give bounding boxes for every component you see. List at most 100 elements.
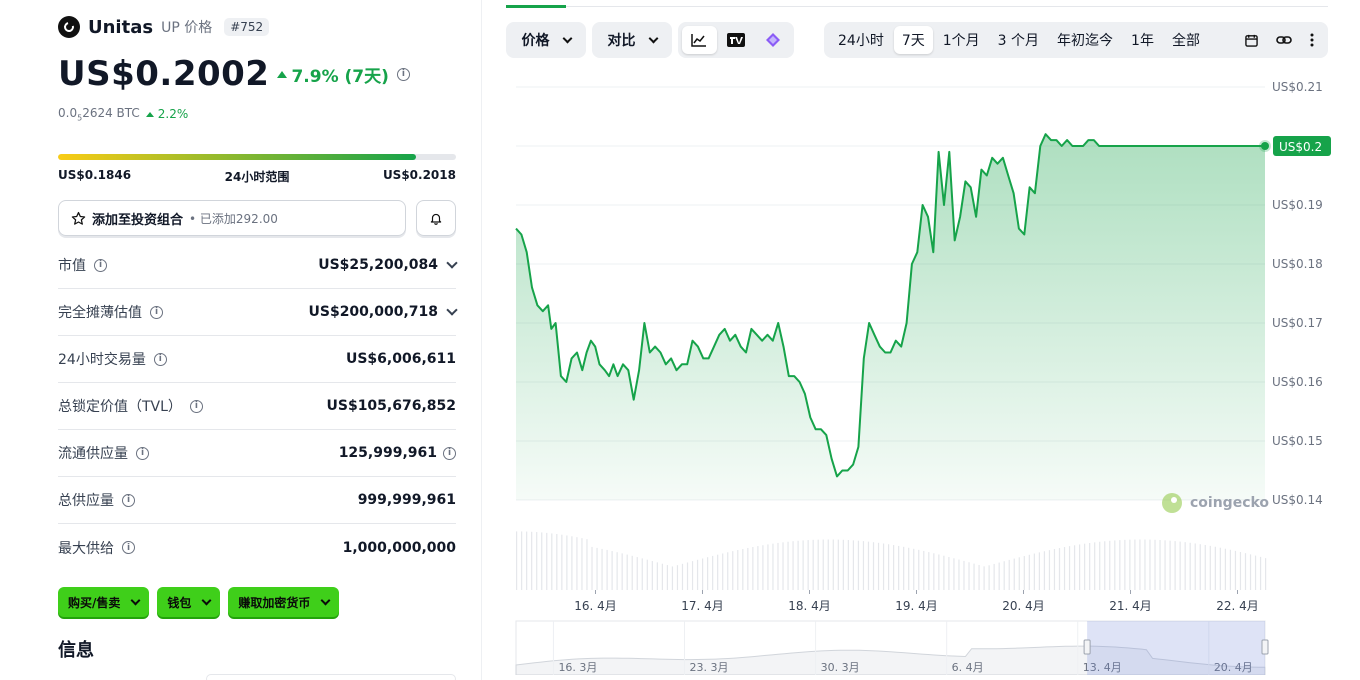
action-dropdown-button[interactable]: 购买/售卖 — [58, 587, 150, 617]
volume-bar — [1013, 558, 1015, 590]
stat-row[interactable]: 完全摊薄估值 i US$200,000,718 — [58, 289, 458, 336]
volume-bar — [893, 545, 895, 590]
x-tick-label: 20. 4月 — [1002, 599, 1045, 613]
calendar-button[interactable] — [1237, 26, 1266, 54]
stats-list: 市值 i US$25,200,084 完全摊薄估值 i US$200,000,718 24小… — [58, 242, 458, 571]
navigator-handle[interactable] — [1083, 639, 1091, 655]
volume-bar — [822, 539, 824, 590]
info-icon[interactable]: i — [136, 446, 149, 460]
volume-bar — [546, 532, 548, 590]
stat-label: 流通供应量 i — [58, 443, 149, 463]
action-dropdown-button[interactable]: 赚取加密货币 — [228, 587, 340, 617]
current-price: US$0.2002 — [58, 54, 270, 94]
navigator-label: 13. 4月 — [1083, 661, 1122, 674]
volume-bar — [1053, 549, 1056, 590]
price-alert-button[interactable] — [416, 200, 456, 236]
volume-bar — [742, 548, 744, 590]
volume-bar — [1204, 544, 1206, 590]
range-label: 24小时范围 — [224, 170, 290, 184]
action-dropdown-button[interactable]: 钱包 — [157, 587, 221, 617]
time-range-option[interactable]: 7天 — [893, 26, 933, 54]
x-tick-label: 21. 4月 — [1109, 599, 1152, 613]
info-icon[interactable]: i — [150, 305, 163, 319]
volume-bar — [707, 557, 709, 590]
more-vertical-icon — [1310, 33, 1314, 47]
volume-bar — [1018, 557, 1020, 590]
line-chart-icon — [691, 34, 707, 47]
navigator-handle[interactable] — [1261, 639, 1269, 655]
compare-dropdown-label: 对比 — [607, 33, 636, 49]
navigator-label: 6. 4月 — [952, 661, 984, 674]
info-icon[interactable]: i — [122, 493, 135, 507]
tradingview-toggle[interactable] — [719, 26, 754, 54]
volume-bar — [973, 563, 975, 590]
volume-bar — [1023, 556, 1025, 590]
chart-toolbar: 价格 对比 24小时 7天 1个月 3 个月 年初迄今 1年 全部 — [506, 22, 1328, 58]
coingecko-watermark: coingecko — [1162, 493, 1269, 513]
stat-value: US$25,200,084 — [318, 257, 458, 273]
ai-insight-toggle[interactable] — [755, 26, 790, 54]
time-range-option[interactable]: 1年 — [1131, 33, 1154, 49]
range-24h-bar — [58, 154, 456, 160]
info-icon[interactable]: i — [443, 446, 456, 460]
time-range-option[interactable]: 全部 — [1171, 33, 1200, 49]
volume-bar — [1239, 551, 1242, 590]
chevron-down-icon[interactable] — [446, 304, 458, 316]
y-tick-label: US$0.14 — [1272, 493, 1323, 507]
volume-bar — [782, 542, 784, 590]
chevron-down-icon — [648, 33, 658, 43]
stat-value: 999,999,961 — [357, 492, 456, 508]
coin-name: Unitas — [88, 16, 154, 38]
chevron-down-icon — [320, 595, 331, 605]
x-tick-label: 17. 4月 — [681, 599, 724, 613]
share-link-button[interactable] — [1268, 26, 1300, 54]
coin-symbol-label: UP 价格 — [161, 20, 213, 36]
volume-bar — [903, 546, 905, 590]
stat-label: 总供应量 i — [58, 490, 135, 510]
volume-bar — [998, 562, 1000, 590]
compare-dropdown[interactable]: 对比 — [592, 22, 672, 58]
more-options-button[interactable] — [1302, 26, 1322, 54]
stat-row: 流通供应量 i 125,999,961 i — [58, 430, 456, 477]
volume-bar — [556, 534, 558, 590]
volume-bar — [701, 558, 704, 590]
navigator-window[interactable] — [1087, 621, 1265, 675]
line-chart-toggle[interactable] — [682, 26, 717, 54]
x-tick-label: 22. 4月 — [1216, 599, 1259, 613]
add-to-portfolio-button[interactable]: 添加至投资组合 • 已添加292.00 — [58, 200, 406, 236]
y-tick-label: US$0.17 — [1272, 316, 1323, 330]
volume-bar — [1199, 544, 1201, 590]
price-dropdown[interactable]: 价格 — [506, 22, 586, 58]
volume-bar — [968, 562, 970, 590]
volume-bar — [1194, 543, 1196, 590]
volume-bar — [1209, 545, 1211, 590]
info-icon[interactable]: i — [189, 399, 203, 413]
info-icon[interactable]: i — [122, 541, 135, 554]
time-range-option[interactable]: 1个月 — [942, 33, 980, 49]
info-icon[interactable]: i — [153, 352, 167, 366]
time-range-option[interactable]: 24小时 — [838, 33, 884, 49]
y-tick-label: US$0.21 — [1272, 80, 1323, 94]
price-change-value: 7.9% (7天) — [291, 66, 389, 87]
time-range-option[interactable]: 年初迄今 — [1057, 33, 1114, 49]
volume-bar — [722, 553, 724, 590]
chevron-down-icon[interactable] — [446, 257, 458, 269]
volume-bar — [1119, 540, 1121, 590]
range-24h-fill — [58, 154, 417, 160]
volume-bar — [837, 539, 839, 590]
volume-bar — [1043, 551, 1046, 590]
price-chart[interactable]: US$0.21 US$0.2 US$0.19 US$0.18 US$0.17 US$0.1… — [500, 70, 1350, 675]
time-range-option[interactable]: 3 个月 — [997, 33, 1040, 49]
volume-bar — [1144, 539, 1146, 590]
price-change-7d: 7.9% (7天) — [277, 62, 389, 87]
y-tick-label: US$0.19 — [1272, 198, 1323, 212]
link-icon — [1276, 36, 1292, 44]
info-icon[interactable]: i — [94, 258, 107, 272]
volume-bar — [727, 552, 729, 590]
volume-bar — [817, 539, 819, 590]
calendar-icon — [1245, 34, 1258, 47]
volume-bar — [797, 540, 799, 590]
info-icon[interactable]: i — [396, 67, 410, 81]
btc-price: 0.052624 BTC — [58, 106, 140, 123]
stat-row[interactable]: 市值 i US$25,200,084 — [58, 242, 458, 289]
